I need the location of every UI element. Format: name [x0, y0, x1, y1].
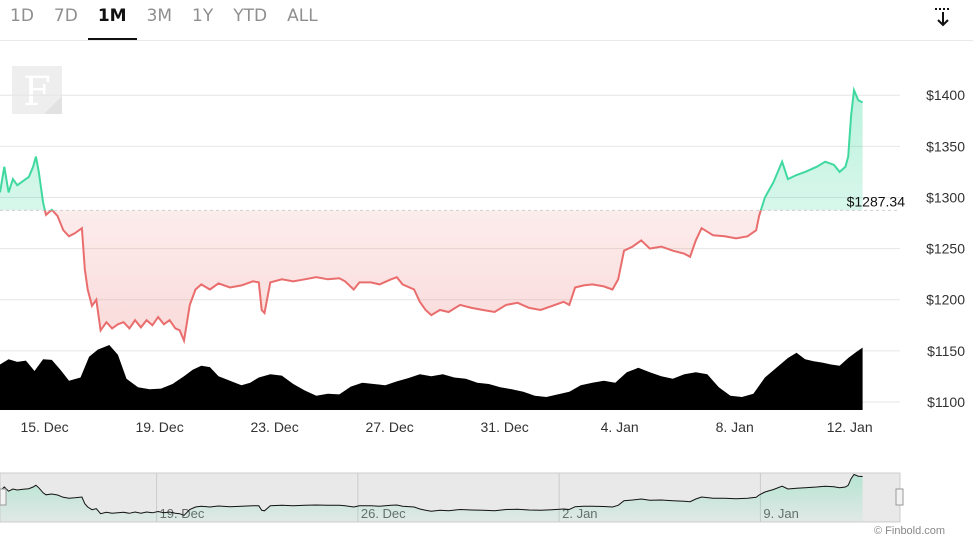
reference-label: $1287.34: [847, 193, 906, 209]
tab-1m[interactable]: 1M: [87, 0, 137, 40]
y-tick-label: $1200: [926, 292, 965, 308]
tab-1y[interactable]: 1Y: [192, 6, 214, 26]
y-tick-label: $1350: [926, 138, 965, 154]
download-arrow-icon: [935, 8, 951, 27]
download-button[interactable]: [928, 4, 958, 30]
range-tabs: 1D 7D 1M 3M 1Y YTD ALL: [0, 0, 328, 40]
y-tick-label: $1150: [927, 343, 965, 359]
navigator-area: [0, 474, 863, 522]
navigator-handle-left: [0, 488, 7, 506]
x-tick-label: 27. Dec: [365, 419, 413, 435]
x-tick-label: 19. Dec: [135, 419, 183, 435]
price-area-up: [0, 90, 863, 211]
finbold-logo: F: [12, 66, 62, 114]
volume-area: [0, 345, 863, 410]
tab-3m[interactable]: 3M: [146, 6, 173, 26]
credits[interactable]: © Finbold.com: [874, 525, 946, 537]
navigator-line: [0, 473, 863, 516]
navigator-handle-right: [895, 488, 904, 506]
y-tick-label: $1250: [926, 241, 965, 257]
price-area-down: [44, 210, 761, 341]
top-divider: [0, 40, 973, 41]
y-tick-label: $1100: [927, 394, 965, 410]
tab-7d[interactable]: 7D: [53, 6, 78, 26]
tab-1d[interactable]: 1D: [10, 6, 34, 26]
x-tick-label: 4. Jan: [601, 419, 639, 435]
y-tick-label: $1400: [926, 87, 965, 103]
price-line-down: [43, 210, 762, 345]
x-tick-label: 23. Dec: [250, 419, 298, 435]
tab-all[interactable]: ALL: [287, 6, 318, 26]
x-tick-label: 12. Jan: [827, 419, 873, 435]
x-tick-label: 8. Jan: [716, 419, 754, 435]
y-tick-label: $1300: [926, 189, 965, 205]
tab-ytd[interactable]: YTD: [233, 6, 268, 26]
svg-text:F: F: [23, 69, 51, 114]
x-tick-label: 15. Dec: [20, 419, 68, 435]
x-tick-label: 31. Dec: [481, 419, 529, 435]
